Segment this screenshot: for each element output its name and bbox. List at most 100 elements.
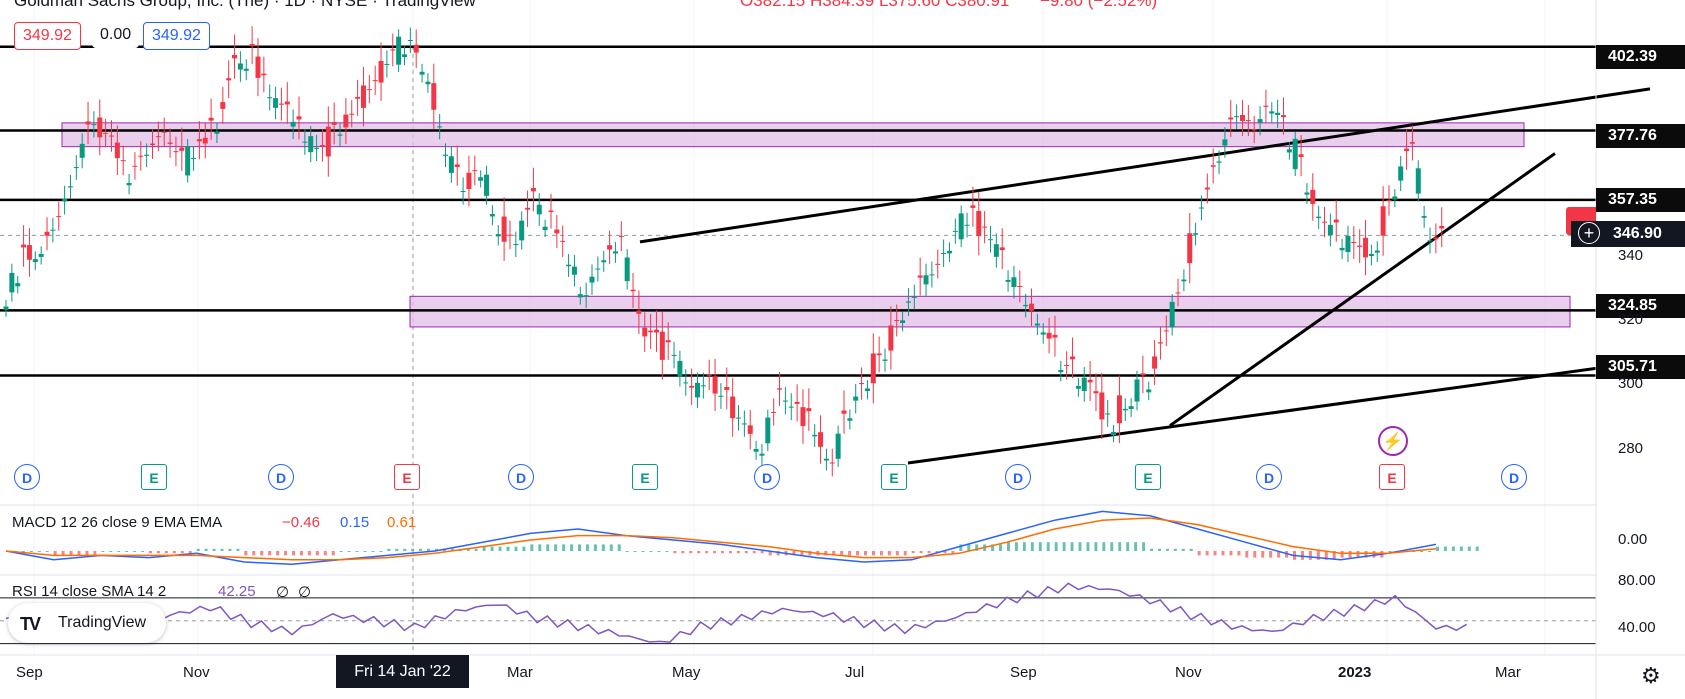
- macd-histogram-bar: [824, 551, 828, 556]
- tradingview-logo[interactable]: TV TradingView: [8, 603, 166, 643]
- rsi-band-value: ∅: [298, 584, 312, 601]
- candle-body: [173, 151, 179, 153]
- candle-body: [841, 410, 847, 414]
- candle-body: [278, 103, 284, 105]
- macd-histogram-bar: [1221, 551, 1225, 556]
- candle-body: [1210, 165, 1216, 167]
- macd-histogram-bar: [1062, 542, 1066, 551]
- macd-histogram-bar: [276, 551, 280, 556]
- candle-body: [208, 117, 214, 121]
- buy-price-pill[interactable]: 349.92: [143, 22, 210, 50]
- dividend-badge[interactable]: D: [1501, 464, 1527, 490]
- candle-body: [882, 359, 888, 361]
- macd-histogram-bar: [554, 544, 558, 551]
- x-tick-jul: Jul: [845, 664, 865, 681]
- candle-body: [355, 96, 361, 99]
- candle-body: [1439, 225, 1445, 229]
- trend-line-rising: [1169, 152, 1556, 427]
- macd-histogram-bar: [736, 551, 740, 554]
- dividend-badge[interactable]: D: [1256, 464, 1282, 490]
- macd-histogram-bar: [593, 544, 597, 551]
- symbol-header[interactable]: Goldman Sachs Group, Inc. (The) · 1D · N…: [0, 0, 1600, 14]
- macd-histogram-bar: [578, 544, 581, 551]
- settings-gear-icon[interactable]: ⚙: [1641, 663, 1661, 688]
- candle-body: [771, 411, 777, 413]
- macd-histogram-bar: [633, 551, 637, 552]
- x-tick-nov: Nov: [183, 664, 210, 681]
- candle-body: [648, 330, 654, 333]
- x-tick-sep: Sep: [16, 664, 43, 681]
- macd-histogram-bar: [1300, 551, 1304, 560]
- candle-body: [290, 121, 296, 127]
- candle-body: [636, 310, 642, 314]
- candle-body: [1333, 219, 1339, 223]
- candle-body: [372, 80, 378, 82]
- candle-body: [536, 204, 542, 215]
- earnings-badge[interactable]: E: [1135, 464, 1161, 490]
- dividend-badge[interactable]: D: [268, 464, 294, 490]
- macd-histogram-bar: [840, 551, 844, 556]
- candle-body: [718, 395, 724, 397]
- macd-indicator-name[interactable]: MACD 12 26 close 9 EMA EMA: [12, 514, 223, 531]
- candle-body: [407, 40, 413, 42]
- macd-value-macd: 0.15: [340, 514, 370, 531]
- candle-body: [911, 296, 917, 298]
- macd-histogram-bar: [323, 551, 327, 556]
- candle-body: [401, 54, 407, 58]
- candle-body: [232, 54, 238, 59]
- earnings-badge[interactable]: E: [1379, 464, 1405, 490]
- candle-body: [829, 462, 835, 464]
- dividend-badge[interactable]: D: [14, 464, 40, 490]
- macd-histogram-bar: [673, 551, 677, 554]
- candle-body: [683, 382, 689, 384]
- y-tick-280: 280: [1618, 440, 1644, 457]
- symbol-title[interactable]: Goldman Sachs Group, Inc. (The) · 1D · N…: [14, 0, 476, 10]
- macd-value-hist: −0.46: [282, 514, 320, 531]
- sell-price-pill[interactable]: 349.92: [14, 22, 81, 50]
- macd-histogram-bar: [411, 548, 415, 551]
- candle-body: [425, 81, 431, 85]
- candle-body: [905, 301, 911, 303]
- dividend-badge[interactable]: D: [1005, 464, 1031, 490]
- candle-body: [1322, 221, 1328, 223]
- macd-histogram-bar: [609, 544, 613, 551]
- earnings-badge[interactable]: E: [394, 464, 420, 490]
- candle-body: [853, 396, 859, 401]
- candle-body: [976, 210, 982, 237]
- candle-body: [765, 417, 771, 444]
- candle-body: [308, 136, 314, 153]
- earnings-badge[interactable]: E: [141, 464, 167, 490]
- macd-histogram-bar: [879, 551, 883, 556]
- macd-histogram-bar: [871, 551, 875, 556]
- x-tick-may: May: [672, 664, 701, 681]
- macd-histogram-bar: [61, 551, 65, 556]
- lightning-icon[interactable]: ⚡: [1378, 426, 1408, 456]
- rsi-indicator-name[interactable]: RSI 14 close SMA 14 2: [12, 583, 167, 600]
- candle-body: [226, 78, 232, 81]
- dividend-badge[interactable]: D: [508, 464, 534, 490]
- macd-histogram-bar: [93, 551, 97, 556]
- candle-body: [970, 205, 976, 208]
- candle-body: [642, 327, 648, 337]
- add-alert-plus-icon[interactable]: +: [1578, 222, 1600, 244]
- candle-body: [595, 268, 601, 270]
- candle-body: [542, 226, 548, 231]
- candle-body: [1327, 224, 1333, 236]
- candle-body: [982, 226, 988, 228]
- macd-histogram-bar: [1436, 546, 1439, 551]
- candle-body: [1116, 395, 1122, 424]
- macd-histogram-bar: [1324, 551, 1328, 560]
- candle-body: [1339, 247, 1345, 251]
- earnings-badge[interactable]: E: [881, 464, 907, 490]
- candle-body: [1251, 129, 1257, 131]
- macd-histogram-bar: [1094, 542, 1098, 551]
- candle-body: [1216, 161, 1222, 163]
- macd-histogram-bar: [244, 551, 248, 556]
- macd-histogram-bar: [1364, 551, 1368, 558]
- candle-body: [987, 239, 993, 241]
- earnings-badge[interactable]: E: [632, 464, 658, 490]
- dividend-badge[interactable]: D: [754, 464, 780, 490]
- candle-body: [214, 131, 220, 134]
- macd-histogram-bar: [355, 551, 359, 552]
